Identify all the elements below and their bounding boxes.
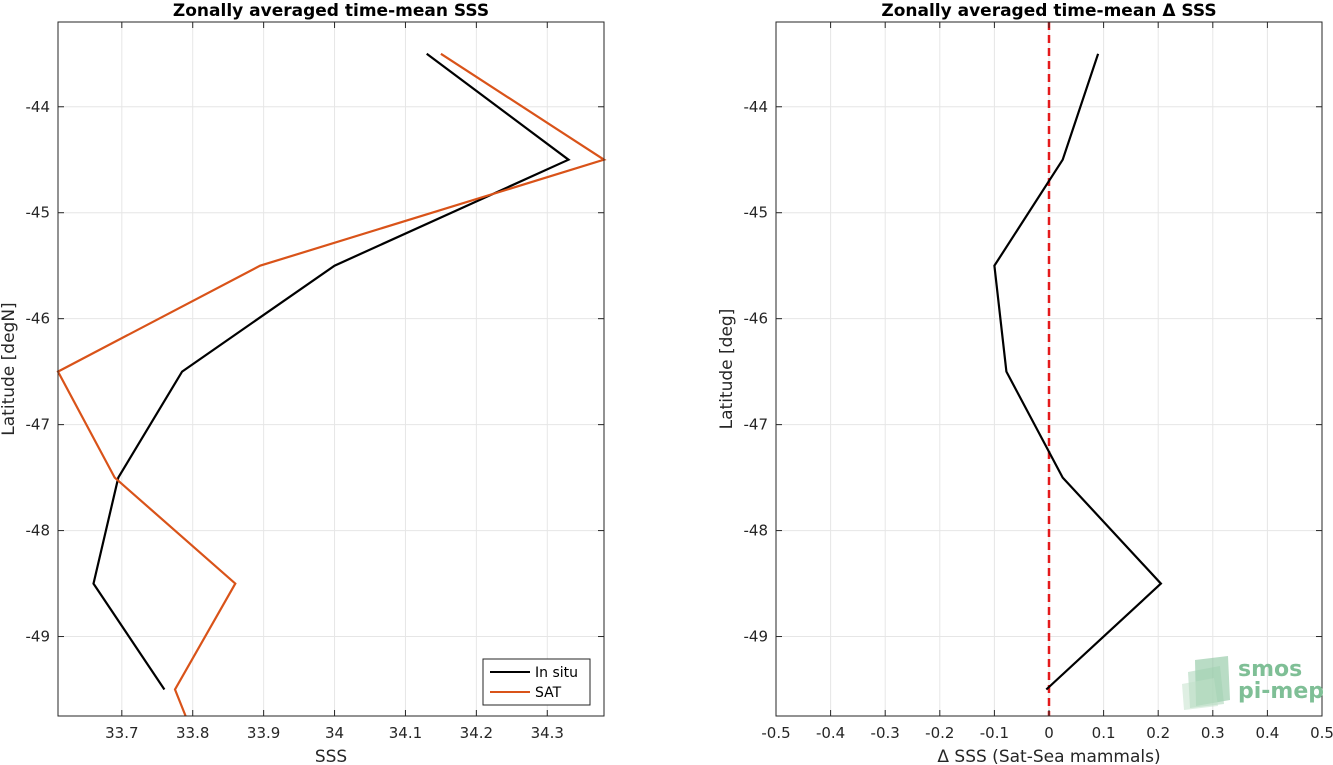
delta-sss-ytick-label: -48: [744, 522, 769, 540]
sss-y-axis-label: Latitude [degN]: [0, 302, 19, 435]
sss-xtick-label: 34.3: [531, 724, 564, 742]
sss-series: [56, 52, 607, 717]
delta-sss-ytick-label: -47: [744, 416, 769, 434]
delta-sss-xtick-label: 0.4: [1255, 724, 1279, 742]
sss-xtick-label: 33.7: [105, 724, 138, 742]
delta-sss-xtick-label: 0: [1044, 724, 1054, 742]
delta-sss-y-axis-label: Latitude [deg]: [717, 309, 737, 430]
sss-ytick-label: -49: [26, 628, 51, 646]
delta-sss-ytick-label: -46: [744, 310, 769, 328]
logo-wave-icon: [1182, 656, 1230, 710]
sss-panel: 33.7 33.8 33.9 34 34.1 34.2 34.3 -44 -45 -46 -47 -4…: [0, 1, 607, 765]
sss-ytick-label: -44: [26, 98, 51, 116]
sss-legend: In situ SAT: [482, 658, 591, 706]
sss-series-line-sat: [56, 52, 607, 717]
delta-sss-ticks: -0.5 -0.4 -0.3 -0.2 -0.1 0 0.1 0.2 0.3 0.4 0.5 -44 -…: [744, 22, 1333, 742]
delta-sss-xtick-label: -0.1: [980, 724, 1009, 742]
smos-pi-mep-logo: smos pi-mep: [1182, 656, 1324, 710]
delta-sss-x-axis-label: Δ SSS (Sat-Sea mammals): [937, 747, 1160, 765]
sss-axes-box: [57, 21, 605, 717]
delta-sss-xtick-label: 0.5: [1310, 724, 1333, 742]
delta-sss-title: Zonally averaged time-mean Δ SSS: [881, 1, 1216, 21]
sss-xtick-label: 34.1: [389, 724, 422, 742]
logo-line-2: pi-mep: [1238, 679, 1324, 704]
sss-ytick-label: -46: [26, 310, 51, 328]
sss-xtick-label: 34.2: [460, 724, 493, 742]
legend-label-in-situ: In situ: [535, 665, 578, 681]
sss-ytick-label: -45: [26, 204, 51, 222]
delta-sss-ytick-label: -45: [744, 204, 769, 222]
delta-sss-series: [993, 53, 1163, 691]
sss-series-line-in-situ: [92, 52, 571, 691]
delta-sss-xtick-label: -0.5: [761, 724, 790, 742]
sss-xtick-label: 33.9: [247, 724, 280, 742]
delta-sss-xtick-label: -0.2: [925, 724, 954, 742]
sss-xtick-label: 34: [325, 724, 344, 742]
legend-label-sat: SAT: [535, 685, 562, 701]
delta-sss-panel: -0.5 -0.4 -0.3 -0.2 -0.1 0 0.1 0.2 0.3 0.4 0.5 -44 -…: [717, 1, 1333, 765]
delta-sss-ytick-label: -49: [744, 628, 769, 646]
sss-xtick-label: 33.8: [176, 724, 209, 742]
legend-box: [482, 658, 591, 706]
delta-sss-xtick-label: -0.3: [871, 724, 900, 742]
delta-sss-ytick-label: -44: [744, 98, 769, 116]
logo-line-1: smos: [1238, 657, 1302, 682]
sss-ytick-label: -47: [26, 416, 51, 434]
sss-x-axis-label: SSS: [315, 747, 347, 765]
delta-sss-xtick-label: 0.1: [1092, 724, 1116, 742]
delta-sss-series-line-0: [993, 53, 1163, 691]
sss-ticks: 33.7 33.8 33.9 34 34.1 34.2 34.3 -44 -45 -46 -47 -4…: [26, 22, 604, 742]
delta-sss-xtick-label: -0.4: [816, 724, 845, 742]
sss-title: Zonally averaged time-mean SSS: [173, 1, 489, 21]
delta-sss-xtick-label: 0.2: [1146, 724, 1170, 742]
sss-ytick-label: -48: [26, 522, 51, 540]
delta-sss-xtick-label: 0.3: [1201, 724, 1225, 742]
